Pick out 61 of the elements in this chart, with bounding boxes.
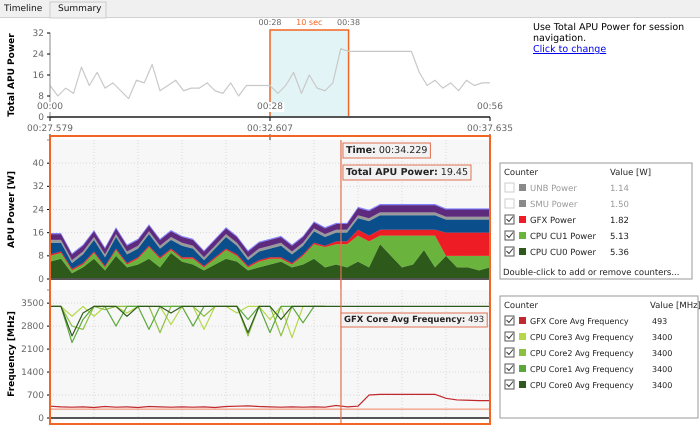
text: 00:28 — [258, 18, 282, 27]
text: 00:38 — [337, 18, 360, 27]
legend-label: CPU Core0 Avg Frequency — [530, 381, 634, 390]
y-tick-label: 32 — [32, 28, 44, 39]
y-tick-label: 16 — [32, 228, 44, 239]
annotation: Time: 00:34.229 — [346, 145, 428, 156]
y-tick-label: 2100 — [21, 344, 44, 355]
y-axis-title: Frequency [MHz] — [7, 311, 17, 397]
text: Click to change — [533, 44, 608, 55]
y-tick-label: 700 — [26, 390, 44, 401]
y-tick-label: 24 — [32, 50, 44, 60]
text: Value [W] — [610, 168, 652, 178]
text: 1.82 — [610, 216, 629, 226]
text: 00:37.635 — [467, 124, 513, 134]
text: 493 — [652, 317, 668, 326]
y-tick-label: 32 — [32, 182, 44, 192]
legend-label: CPU CU0 Power — [530, 248, 596, 258]
annotation: Total APU Power: 19.45 — [346, 167, 468, 178]
legend-label: CPU Core1 Avg Frequency — [530, 365, 634, 374]
legend-label: CPU CU1 Power — [530, 232, 596, 242]
y-tick-label: 8 — [38, 92, 44, 102]
text: UNB Power — [530, 184, 578, 194]
text: 1.50 — [610, 200, 629, 210]
y-tick-label: 2800 — [21, 322, 44, 332]
text: Double-click to add or remove counters... — [503, 268, 680, 278]
y-axis-title: Total APU Power — [7, 32, 17, 117]
x-tick-label: 00:00 — [37, 102, 64, 112]
text: Value [MHz] — [650, 301, 700, 311]
text: Counter — [504, 301, 538, 311]
legend-label: CPU Core3 Avg Frequency — [530, 333, 634, 342]
y-tick-label: 3500 — [21, 299, 44, 310]
text: 00:27.579 — [27, 124, 74, 134]
y-tick-label: 16 — [32, 70, 44, 81]
y-tick-label: 0 — [38, 112, 44, 123]
legend-label: GFX Core Avg Frequency — [530, 317, 629, 326]
x-tick-label: 00:28 — [257, 102, 284, 112]
y-axis-title: APU Power [W] — [7, 171, 17, 248]
text: Summary — [58, 4, 102, 14]
text: 3400 — [652, 381, 672, 390]
y-tick-label: 1400 — [21, 368, 44, 378]
y-tick-label: 0 — [38, 414, 44, 424]
text: 3400 — [652, 365, 672, 374]
text: 5.36 — [610, 248, 629, 258]
y-tick-label: 24 — [32, 205, 44, 216]
band-label: 10 sec — [296, 18, 322, 27]
y-tick-label: 0 — [38, 274, 44, 285]
annotation: GFX Core Avg Frequency: 493 — [344, 315, 484, 325]
text: Counter — [504, 168, 538, 178]
text: 5.13 — [610, 232, 629, 242]
y-tick-label: 8 — [38, 252, 44, 262]
text: 00:32.607 — [247, 124, 293, 134]
text: Use Total APU Power for session navigation. — [533, 22, 686, 44]
x-tick-label: 00:56 — [477, 102, 504, 112]
text: 3400 — [652, 333, 672, 342]
y-tick-label: 40 — [32, 159, 44, 170]
text: 1.14 — [610, 184, 629, 194]
text: 3400 — [652, 349, 672, 358]
legend-label: CPU Core2 Avg Frequency — [530, 349, 634, 358]
legend-label: GFX Power — [530, 216, 576, 226]
text: SMU Power — [530, 200, 578, 210]
text: Timeline — [3, 4, 43, 14]
